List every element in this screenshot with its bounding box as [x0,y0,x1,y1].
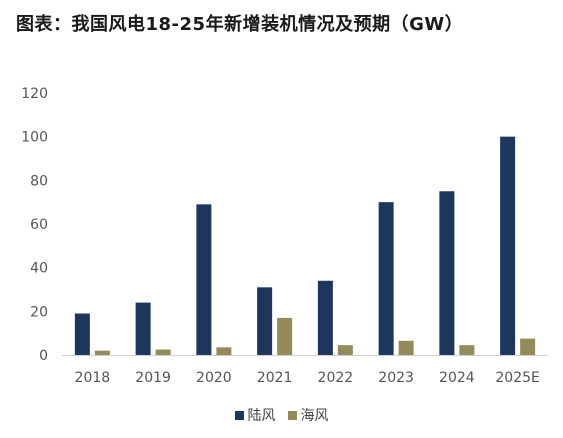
bar-offshore [216,347,232,355]
bar-onshore [135,302,151,355]
x-tick-label: 2019 [135,370,171,386]
x-tick-label: 2022 [318,370,354,386]
bar-offshore [520,338,536,355]
bar-onshore [74,313,90,355]
x-tick-label: 2023 [378,370,414,386]
y-tick-label: 0 [39,348,48,364]
bar-offshore [398,340,414,355]
bar-onshore [439,191,455,355]
y-tick-label: 20 [30,304,48,320]
chart-title: 图表：我国风电18-25年新增装机情况及预期（GW） [16,14,464,35]
bar-onshore [378,202,394,355]
bar-offshore [155,349,171,355]
x-tick-label: 2018 [75,370,111,386]
legend-swatch-offshore [287,410,297,420]
x-tick-label: 2025E [495,370,539,386]
x-tick-label: 2024 [439,370,475,386]
legend-label-onshore: 陆风 [247,408,276,424]
x-tick-label: 2020 [196,370,232,386]
y-tick-label: 120 [21,86,48,102]
legend-swatch-onshore [234,410,244,420]
x-tick-label: 2021 [257,370,293,386]
legend: 陆风 海风 [0,405,563,425]
bar-offshore [459,345,475,355]
legend-item-onshore: 陆风 [234,405,276,425]
y-tick-label: 40 [30,261,48,277]
legend-item-offshore: 海风 [287,405,329,425]
bar-offshore [94,350,110,355]
bar-offshore [277,317,293,355]
y-tick-label: 80 [30,173,48,189]
bar-onshore [317,280,333,355]
bar-onshore [257,287,273,355]
bar-offshore [337,345,353,355]
bar-onshore [500,136,516,355]
y-tick-label: 60 [30,217,48,233]
bar-onshore [196,204,212,355]
y-tick-label: 100 [21,130,48,146]
legend-label-offshore: 海风 [300,408,329,424]
